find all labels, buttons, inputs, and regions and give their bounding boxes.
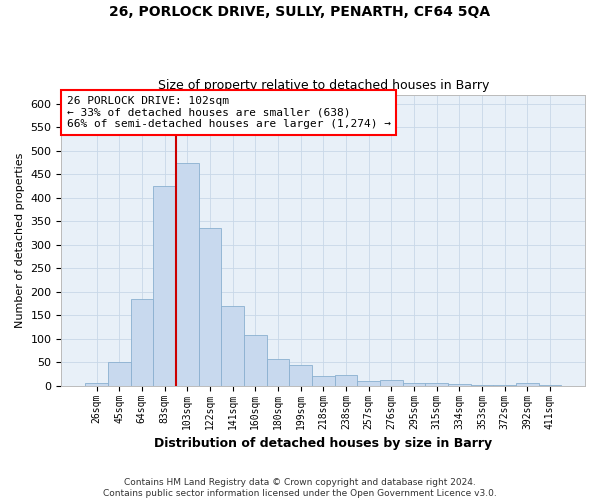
Bar	[312, 376, 335, 386]
Title: Size of property relative to detached houses in Barry: Size of property relative to detached ho…	[158, 79, 489, 92]
Bar	[380, 380, 403, 386]
X-axis label: Distribution of detached houses by size in Barry: Distribution of detached houses by size …	[154, 437, 492, 450]
Bar	[199, 228, 221, 386]
Bar	[221, 306, 244, 386]
Bar	[108, 362, 131, 386]
Bar	[493, 385, 516, 386]
Bar	[425, 384, 448, 386]
Bar	[403, 384, 425, 386]
Bar	[516, 384, 539, 386]
Bar	[357, 381, 380, 386]
Text: Contains HM Land Registry data © Crown copyright and database right 2024.
Contai: Contains HM Land Registry data © Crown c…	[103, 478, 497, 498]
Text: 26, PORLOCK DRIVE, SULLY, PENARTH, CF64 5QA: 26, PORLOCK DRIVE, SULLY, PENARTH, CF64 …	[109, 5, 491, 19]
Bar	[266, 358, 289, 386]
Bar	[289, 365, 312, 386]
Bar	[244, 335, 266, 386]
Bar	[335, 375, 357, 386]
Bar	[176, 162, 199, 386]
Bar	[85, 384, 108, 386]
Bar	[539, 385, 561, 386]
Bar	[448, 384, 470, 386]
Bar	[131, 299, 153, 386]
Text: 26 PORLOCK DRIVE: 102sqm
← 33% of detached houses are smaller (638)
66% of semi-: 26 PORLOCK DRIVE: 102sqm ← 33% of detach…	[67, 96, 391, 129]
Bar	[153, 186, 176, 386]
Y-axis label: Number of detached properties: Number of detached properties	[15, 152, 25, 328]
